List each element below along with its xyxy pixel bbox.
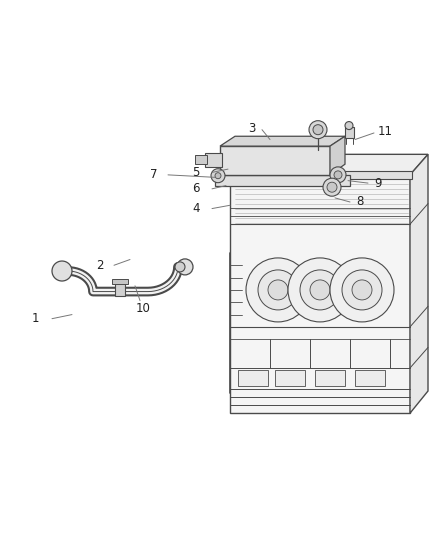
Polygon shape — [230, 175, 410, 413]
Text: 4: 4 — [192, 202, 200, 215]
Polygon shape — [410, 155, 428, 413]
Circle shape — [327, 182, 337, 192]
Circle shape — [175, 262, 185, 272]
Text: 1: 1 — [31, 312, 39, 325]
Text: 2: 2 — [96, 259, 104, 272]
Text: 9: 9 — [374, 176, 382, 190]
Circle shape — [211, 169, 225, 183]
Text: 7: 7 — [150, 168, 158, 181]
Polygon shape — [220, 146, 330, 175]
Circle shape — [177, 259, 193, 275]
Polygon shape — [345, 127, 354, 138]
Polygon shape — [112, 279, 128, 284]
Circle shape — [330, 167, 346, 183]
Circle shape — [268, 280, 288, 300]
Circle shape — [258, 270, 298, 310]
Circle shape — [342, 270, 382, 310]
Polygon shape — [220, 136, 345, 146]
Circle shape — [246, 258, 310, 322]
Circle shape — [330, 258, 394, 322]
Text: 8: 8 — [356, 196, 364, 208]
Text: 11: 11 — [378, 125, 392, 138]
Polygon shape — [275, 369, 305, 386]
Circle shape — [352, 280, 372, 300]
Text: 6: 6 — [192, 182, 200, 195]
Polygon shape — [355, 369, 385, 386]
Polygon shape — [228, 171, 412, 179]
Polygon shape — [330, 136, 345, 175]
Polygon shape — [230, 155, 428, 175]
Circle shape — [309, 120, 327, 139]
Polygon shape — [315, 369, 345, 386]
Polygon shape — [195, 155, 207, 164]
Polygon shape — [215, 175, 350, 185]
Polygon shape — [205, 152, 222, 167]
Polygon shape — [115, 284, 125, 296]
Text: 3: 3 — [248, 122, 256, 134]
Text: 10: 10 — [136, 302, 150, 316]
Circle shape — [52, 261, 72, 281]
Circle shape — [215, 173, 221, 179]
Circle shape — [323, 178, 341, 196]
Circle shape — [300, 270, 340, 310]
Circle shape — [313, 125, 323, 135]
Polygon shape — [238, 369, 268, 386]
Circle shape — [288, 258, 352, 322]
Circle shape — [310, 280, 330, 300]
Circle shape — [345, 122, 353, 130]
Circle shape — [334, 171, 342, 179]
Text: 5: 5 — [192, 166, 200, 179]
